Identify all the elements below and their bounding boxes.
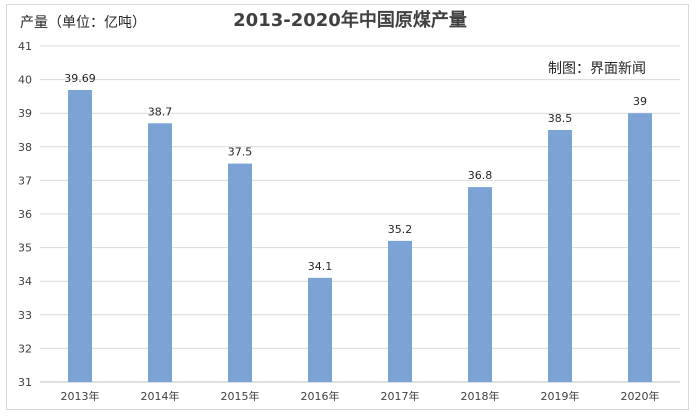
y-tick-label: 40 — [18, 74, 32, 87]
bar — [68, 90, 92, 383]
data-label: 39 — [633, 95, 647, 108]
bar — [228, 163, 252, 382]
y-tick-label: 41 — [18, 40, 32, 53]
data-label: 35.2 — [388, 223, 413, 236]
y-tick-label: 36 — [18, 208, 32, 221]
bar — [468, 187, 492, 382]
bar — [308, 277, 332, 382]
data-label: 38.7 — [148, 105, 173, 118]
x-tick-label: 2019年 — [541, 389, 580, 403]
x-tick-label: 2018年 — [461, 389, 500, 403]
y-tick-label: 37 — [18, 174, 32, 187]
data-label: 34.1 — [308, 260, 333, 273]
y-axis-label: 产量（单位：亿吨） — [20, 15, 146, 31]
data-label: 36.8 — [468, 169, 493, 182]
bar — [148, 123, 172, 382]
y-tick-label: 35 — [18, 242, 32, 255]
x-tick-label: 2013年 — [61, 389, 100, 403]
y-tick-label: 38 — [18, 141, 32, 154]
y-tick-label: 32 — [18, 342, 32, 355]
data-label: 38.5 — [548, 112, 573, 125]
x-tick-label: 2015年 — [221, 389, 260, 403]
x-tick-label: 2017年 — [381, 389, 420, 403]
bar — [548, 130, 572, 382]
chart-title: 2013-2020年中国原煤产量 — [233, 10, 467, 31]
data-label: 37.5 — [228, 146, 253, 159]
x-tick-label: 2016年 — [301, 389, 340, 403]
chart-frame — [6, 4, 689, 410]
y-tick-label: 39 — [18, 107, 32, 120]
bar — [628, 113, 652, 382]
data-label: 39.69 — [64, 72, 96, 85]
x-tick-label: 2014年 — [141, 389, 180, 403]
y-tick-label: 33 — [18, 309, 32, 322]
chart-credit: 制图：界面新闻 — [548, 61, 646, 77]
bar — [388, 240, 412, 382]
x-tick-label: 2020年 — [621, 389, 660, 403]
y-tick-label: 31 — [18, 376, 32, 389]
y-tick-label: 34 — [18, 275, 32, 288]
